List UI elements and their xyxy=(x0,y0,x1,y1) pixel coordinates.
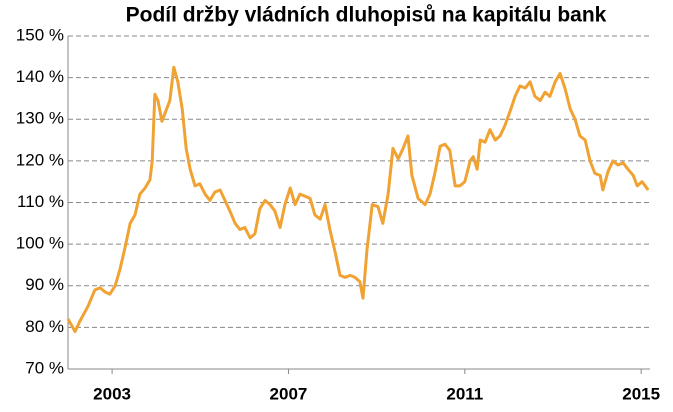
y-tick-label: 120 % xyxy=(16,150,64,169)
chart-title: Podíl držby vládních dluhopisů na kapitá… xyxy=(126,4,607,27)
y-tick-label: 130 % xyxy=(16,109,64,128)
line-series xyxy=(66,65,650,334)
x-tick-label: 2011 xyxy=(446,384,483,403)
y-tick-label: 80 % xyxy=(25,317,64,336)
y-tick-label: 110 % xyxy=(17,192,64,211)
y-tick-label: 140 % xyxy=(16,67,64,86)
y-tick-label: 150 % xyxy=(16,25,64,44)
y-tick-label: 70 % xyxy=(25,358,64,377)
x-tick-label: 2015 xyxy=(622,384,660,403)
x-tick-label: 2007 xyxy=(270,384,308,403)
y-tick-label: 100 % xyxy=(16,234,64,253)
y-tick-label: 90 % xyxy=(25,275,64,294)
x-tick-label: 2003 xyxy=(93,384,131,403)
